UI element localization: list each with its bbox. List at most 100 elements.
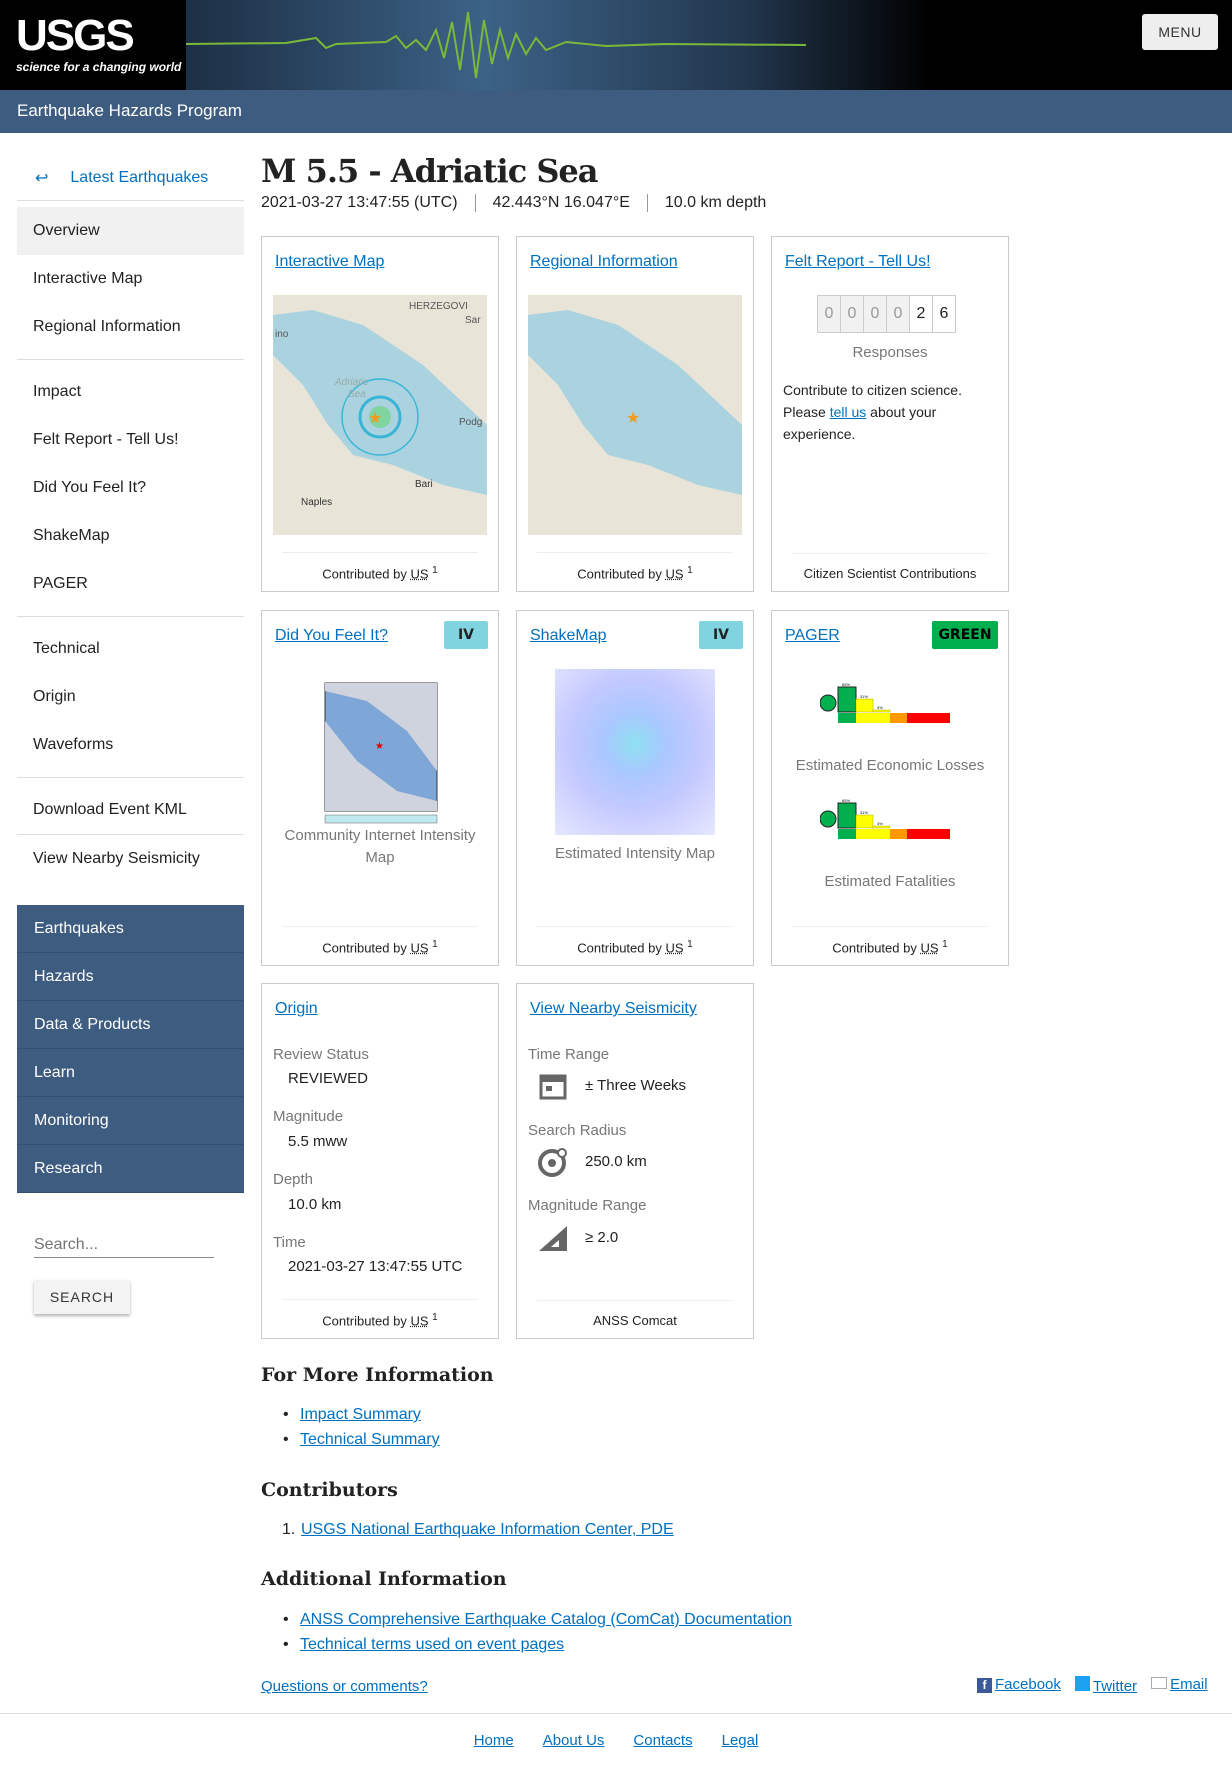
- magnitude-value: 5.5 mww: [288, 1133, 348, 1150]
- footer-legal[interactable]: Legal: [721, 1732, 759, 1749]
- field-label: Magnitude Range: [528, 1197, 647, 1214]
- sidebar-item-download-kml[interactable]: Download Event KML: [33, 801, 187, 818]
- regional-map-thumbnail[interactable]: ★: [528, 295, 742, 535]
- more-info-heading: For More Information: [261, 1364, 494, 1386]
- questions-link[interactable]: Questions or comments?: [261, 1678, 428, 1695]
- card-footer: Contributed by US 1: [282, 551, 478, 581]
- sidebar-item-overview[interactable]: Overview: [17, 207, 244, 255]
- additional-info-heading: Additional Information: [261, 1568, 507, 1590]
- field-label: Depth: [273, 1171, 314, 1188]
- sidebar-item-dyfi[interactable]: Did You Feel It?: [33, 479, 146, 496]
- page-title: M 5.5 - Adriatic Sea: [261, 152, 599, 190]
- hist-label: 4%: [877, 821, 883, 826]
- regional-information-link[interactable]: Regional Information: [530, 253, 678, 270]
- hist-bar: [855, 814, 874, 829]
- sidebar-item-regional-information[interactable]: Regional Information: [33, 318, 181, 335]
- nav-hazards[interactable]: Hazards: [17, 953, 244, 1001]
- hist-label: 31%: [860, 694, 868, 699]
- alert-level-badge: GREEN: [932, 621, 998, 649]
- sidebar-item-waveforms[interactable]: Waveforms: [33, 736, 114, 753]
- field-label: Time: [273, 1234, 306, 1251]
- dyfi-link[interactable]: Did You Feel It?: [275, 627, 388, 644]
- field-label: Review Status: [273, 1046, 369, 1063]
- nav-data-products[interactable]: Data & Products: [17, 1001, 244, 1049]
- nav-research[interactable]: Research: [17, 1145, 244, 1193]
- nearby-seismicity-link[interactable]: View Nearby Seismicity: [530, 1000, 697, 1017]
- return-arrow-icon: ↩: [35, 169, 49, 187]
- economic-losses-histogram[interactable]: 65% 31% 4%: [819, 681, 960, 736]
- svg-text:HERZEGOVI: HERZEGOVI: [409, 301, 468, 312]
- field-label: Time Range: [528, 1046, 610, 1063]
- card-footer: Contributed by US 1: [282, 925, 478, 955]
- footer-home[interactable]: Home: [473, 1732, 514, 1749]
- sidebar-item-nearby-seismicity[interactable]: View Nearby Seismicity: [33, 850, 200, 867]
- time-range-value: ± Three Weeks: [585, 1077, 687, 1094]
- hist-label: 31%: [860, 810, 868, 815]
- sidebar-item-interactive-map[interactable]: Interactive Map: [33, 270, 143, 287]
- technical-terms-link[interactable]: Technical terms used on event pages: [283, 1636, 564, 1654]
- fatalities-histogram[interactable]: 65% 31% 4%: [819, 797, 960, 852]
- card-footer: Contributed by US 1: [537, 551, 733, 581]
- facebook-share[interactable]: f Facebook: [977, 1676, 1061, 1695]
- magnitude-range-value: ≥ 2.0: [585, 1229, 619, 1246]
- hist-bar: [837, 686, 857, 713]
- sidebar-item-technical[interactable]: Technical: [33, 640, 100, 657]
- shakemap-card: ShakeMap IV Estimated Intensity Map Cont…: [516, 610, 754, 966]
- menu-button[interactable]: MENU: [1142, 14, 1218, 50]
- comcat-docs-link[interactable]: ANSS Comprehensive Earthquake Catalog (C…: [283, 1611, 792, 1629]
- contributor-link[interactable]: USGS National Earthquake Information Cen…: [301, 1521, 674, 1538]
- nav-learn[interactable]: Learn: [17, 1049, 244, 1097]
- depth-value: 10.0 km: [288, 1196, 342, 1213]
- origin-link[interactable]: Origin: [275, 1000, 318, 1017]
- fatalities-caption: Estimated Fatalities: [824, 873, 956, 890]
- svg-text:★: ★: [626, 410, 640, 427]
- seismogram-banner: [185, 0, 932, 90]
- pager-link[interactable]: PAGER: [785, 627, 840, 644]
- footer-divider: [0, 1713, 1232, 1714]
- divider: [17, 834, 244, 835]
- dyfi-caption: Community Internet Intensity Map: [284, 827, 476, 866]
- search-input[interactable]: [34, 1226, 214, 1258]
- magnitude-ramp-icon: [539, 1226, 567, 1251]
- technical-summary-link[interactable]: Technical Summary: [283, 1431, 440, 1449]
- svg-text:Sea: Sea: [348, 389, 366, 400]
- card-footer: ANSS Comcat: [537, 1300, 733, 1328]
- sidebar-item-shakemap[interactable]: ShakeMap: [33, 527, 110, 544]
- felt-report-link[interactable]: Felt Report - Tell Us!: [785, 253, 931, 270]
- footer-about[interactable]: About Us: [542, 1732, 605, 1749]
- impact-summary-link[interactable]: Impact Summary: [283, 1406, 421, 1424]
- tell-us-link[interactable]: tell us: [829, 404, 867, 420]
- interactive-map-card: Interactive Map ★ Adriatic Sea Bari Napl…: [261, 236, 499, 592]
- losses-caption: Estimated Economic Losses: [795, 757, 985, 774]
- shakemap-link[interactable]: ShakeMap: [530, 627, 607, 644]
- email-share[interactable]: Email: [1151, 1676, 1208, 1695]
- twitter-share[interactable]: Twitter: [1074, 1676, 1137, 1695]
- search-button[interactable]: SEARCH: [34, 1280, 130, 1314]
- sidebar-item-impact[interactable]: Impact: [33, 383, 82, 400]
- nav-earthquakes[interactable]: Earthquakes: [17, 905, 244, 953]
- footer-contacts[interactable]: Contacts: [633, 1732, 693, 1749]
- usgs-logo[interactable]: USGS science for a changing world: [16, 11, 182, 75]
- interactive-map-thumbnail[interactable]: ★ Adriatic Sea Bari Naples HERZEGOVI Sar…: [273, 295, 487, 535]
- review-status: REVIEWED: [288, 1070, 369, 1087]
- program-title[interactable]: Earthquake Hazards Program: [0, 90, 1232, 133]
- facebook-icon: f: [977, 1678, 992, 1693]
- svg-text:Podg: Podg: [459, 417, 482, 428]
- nav-monitoring[interactable]: Monitoring: [17, 1097, 244, 1145]
- pager-card: PAGER GREEN 65% 31% 4% Estimated Economic …: [771, 610, 1009, 966]
- time-value: 2021-03-27 13:47:55 UTC: [288, 1258, 463, 1275]
- interactive-map-link[interactable]: Interactive Map: [275, 253, 385, 270]
- sidebar-item-pager[interactable]: PAGER: [33, 575, 88, 592]
- sidebar: ↩ Latest Earthquakes Overview Interactive…: [17, 155, 244, 883]
- dyfi-map-thumbnail[interactable]: ★: [317, 671, 445, 831]
- shakemap-caption: Estimated Intensity Map: [554, 845, 716, 862]
- site-nav: Earthquakes Hazards Data & Products Lear…: [17, 905, 244, 1193]
- sidebar-item-origin[interactable]: Origin: [33, 688, 76, 705]
- shakemap-thumbnail[interactable]: [555, 669, 715, 835]
- responses-label: Responses: [852, 344, 928, 361]
- hist-bar: [872, 825, 891, 829]
- event-location: 42.443°N 16.047°E: [474, 194, 647, 212]
- latest-earthquakes-link[interactable]: ↩ Latest Earthquakes: [17, 155, 244, 201]
- sidebar-item-felt-report[interactable]: Felt Report - Tell Us!: [33, 431, 179, 448]
- svg-text:★: ★: [375, 741, 384, 752]
